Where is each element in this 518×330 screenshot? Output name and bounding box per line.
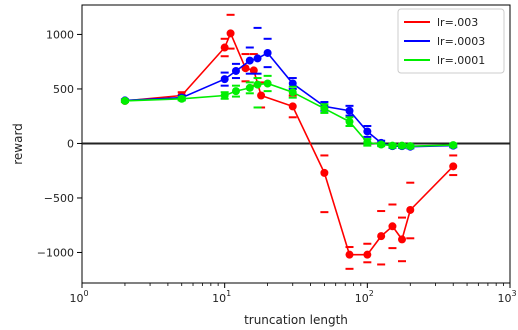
data-point — [363, 250, 372, 259]
data-point — [388, 141, 397, 150]
x-tick-label: 103 — [497, 289, 516, 305]
data-point — [249, 66, 258, 75]
legend-label: lr=.0001 — [437, 54, 485, 67]
data-point — [288, 79, 297, 88]
data-point — [345, 250, 354, 259]
y-tick-label: 0 — [67, 137, 74, 150]
x-ticks: 100 101 102 103 — [69, 283, 517, 305]
data-point — [320, 104, 329, 113]
data-point — [363, 127, 372, 136]
data-point — [263, 79, 272, 88]
data-point — [377, 140, 386, 149]
data-point — [231, 66, 240, 75]
data-point — [120, 96, 129, 105]
data-point — [377, 232, 386, 241]
data-point — [288, 102, 297, 111]
x-tick-label: 101 — [212, 289, 231, 305]
y-ticks: 1000 500 0 −500 −1000 — [37, 28, 82, 259]
data-point — [449, 162, 458, 171]
legend-label: lr=.0003 — [437, 35, 485, 48]
y-tick-label: 1000 — [46, 28, 74, 41]
y-tick-label: 500 — [53, 83, 74, 96]
data-point — [220, 75, 229, 84]
data-point — [231, 87, 240, 96]
data-point — [345, 106, 354, 115]
data-point — [253, 54, 262, 63]
legend-box — [397, 8, 505, 74]
data-point — [406, 142, 415, 151]
data-point — [320, 168, 329, 177]
legend-label: lr=.003 — [437, 16, 478, 29]
x-tick-label: 102 — [355, 289, 374, 305]
y-tick-label: −500 — [44, 192, 74, 205]
data-point — [245, 56, 254, 65]
data-point — [220, 91, 229, 100]
series-line — [124, 82, 454, 148]
series-line — [124, 31, 454, 256]
data-point — [388, 222, 397, 231]
data-point — [220, 43, 229, 52]
data-point — [449, 141, 458, 150]
x-axis-label: truncation length — [244, 313, 348, 327]
data-point — [226, 29, 235, 38]
series-group — [120, 13, 458, 270]
data-point — [253, 80, 262, 89]
data-point — [257, 91, 266, 100]
y-axis-label: reward — [11, 123, 25, 165]
y-tick-label: −1000 — [37, 246, 74, 259]
data-point — [245, 83, 254, 92]
data-point — [288, 88, 297, 97]
data-point — [398, 235, 407, 244]
data-point — [345, 117, 354, 126]
data-point — [363, 138, 372, 147]
data-point — [406, 205, 415, 214]
x-tick-label: 100 — [69, 289, 88, 305]
data-point — [398, 141, 407, 150]
legend: lr=.003 lr=.0003 lr=.0001 — [397, 8, 505, 74]
data-point — [263, 48, 272, 57]
data-point — [177, 94, 186, 103]
